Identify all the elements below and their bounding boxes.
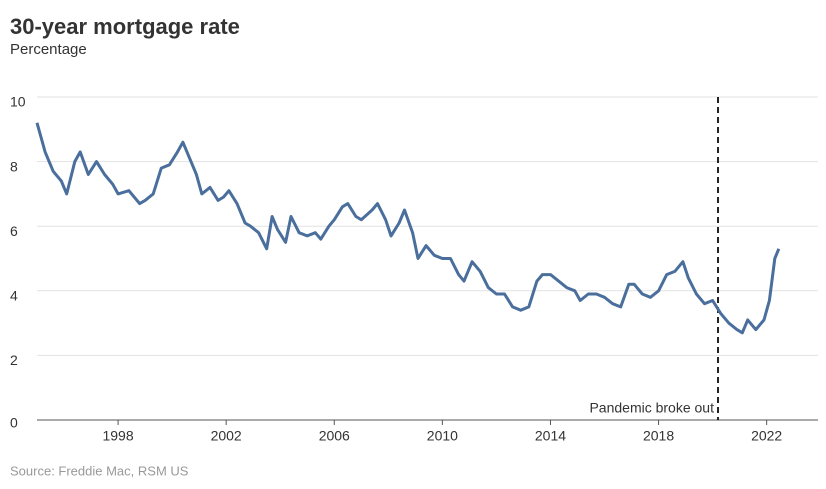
x-tick-label: 2006 [319, 428, 350, 444]
x-tick-label: 2018 [643, 428, 674, 444]
y-tick-label: 2 [10, 352, 18, 368]
source: Source: Freddie Mac, RSM US [10, 463, 189, 478]
x-tick-label: 2014 [535, 428, 566, 444]
annotation: Pandemic broke out [589, 400, 714, 416]
y-tick-label: 6 [10, 223, 18, 239]
y-tick-label: 0 [10, 415, 18, 431]
chart-title: 30-year mortgage rate [10, 14, 240, 39]
x-tick-label: 1998 [102, 428, 133, 444]
y-tick-label: 4 [10, 288, 18, 304]
y-tick-label: 10 [10, 94, 26, 110]
x-tick-label: 2010 [427, 428, 458, 444]
rate-line [35, 122, 781, 335]
x-tick-label: 2002 [211, 428, 242, 444]
chart-subtitle: Percentage [10, 41, 87, 58]
x-tick-label: 2022 [751, 428, 782, 444]
y-tick-label: 8 [10, 158, 18, 174]
